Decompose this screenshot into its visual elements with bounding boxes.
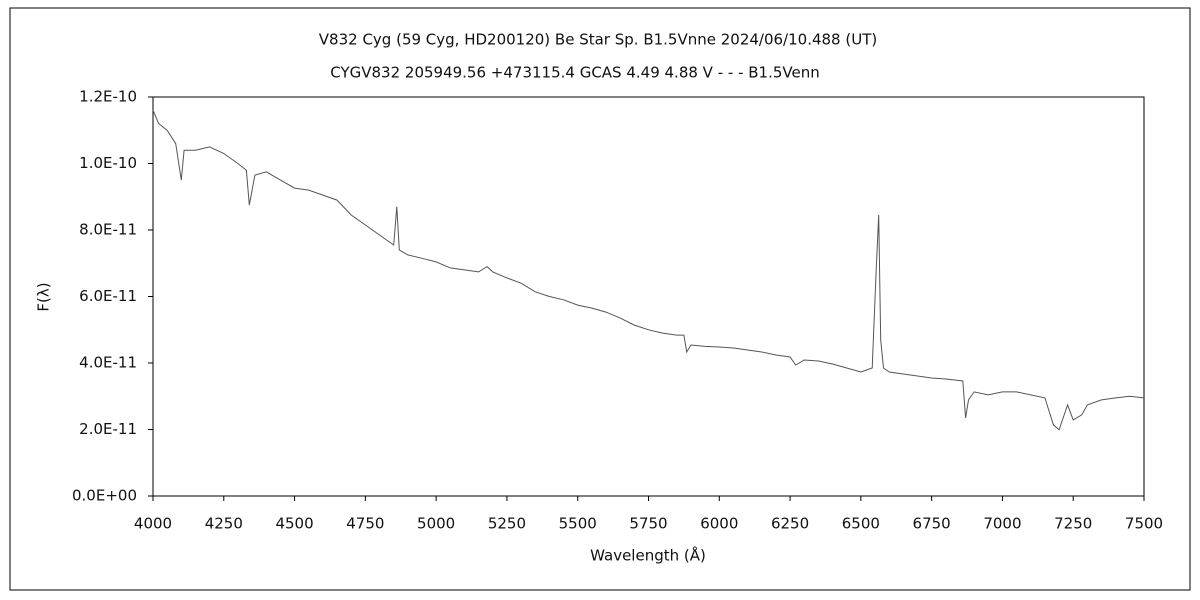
chart-subtitle: CYGV832 205949.56 +473115.4 GCAS 4.49 4.…: [330, 64, 820, 82]
y-tick-label: 4.0E-11: [79, 354, 137, 372]
y-tick-label: 1.0E-10: [79, 154, 137, 172]
y-tick-label: 2.0E-11: [79, 420, 137, 438]
x-tick-label: 7250: [1054, 515, 1092, 533]
x-tick-label: 7500: [1125, 515, 1163, 533]
x-tick-label: 4250: [205, 515, 243, 533]
plot-area: [152, 96, 1145, 497]
x-tick-label: 6250: [771, 515, 809, 533]
x-tick-label: 5750: [629, 515, 667, 533]
x-tick-label: 5250: [488, 515, 526, 533]
x-tick-label: 4000: [134, 515, 172, 533]
y-tick-label: 8.0E-11: [79, 221, 137, 239]
y-tick-label: 0.0E+00: [72, 487, 137, 505]
y-tick-label: 6.0E-11: [79, 287, 137, 305]
x-tick-label: 4500: [275, 515, 313, 533]
chart-title: V832 Cyg (59 Cyg, HD200120) Be Star Sp. …: [319, 31, 877, 49]
y-tick-label: 1.2E-10: [79, 88, 137, 106]
x-tick-label: 5500: [559, 515, 597, 533]
spectrum-line: [152, 110, 1145, 431]
y-axis-label: F(λ): [35, 282, 53, 311]
x-tick-label: 7000: [983, 515, 1021, 533]
x-tick-label: 6500: [842, 515, 880, 533]
x-axis-label: Wavelength (Å): [590, 546, 706, 565]
frame: [9, 7, 1191, 591]
x-tick-label: 6000: [700, 515, 738, 533]
x-tick-label: 6750: [913, 515, 951, 533]
x-tick-label: 4750: [346, 515, 384, 533]
x-tick-label: 5000: [417, 515, 455, 533]
